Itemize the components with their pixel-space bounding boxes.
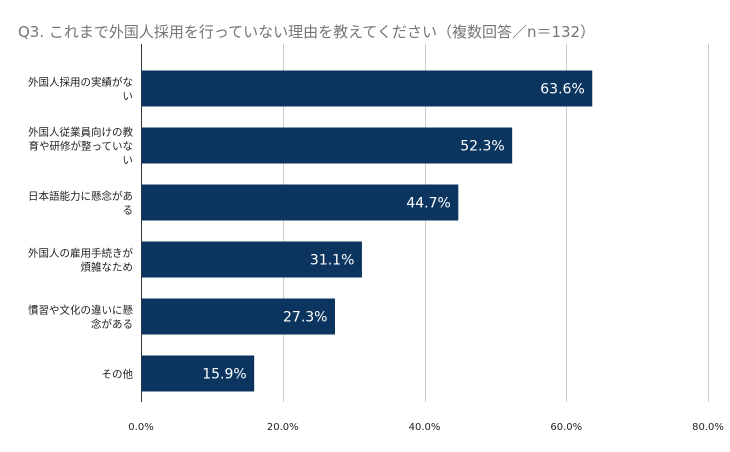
bar	[141, 184, 459, 221]
x-tick-label: 0.0%	[128, 422, 153, 433]
x-tick-label: 80.0%	[692, 422, 724, 433]
category-label-line: 念がある	[91, 318, 133, 331]
category-label-line: 外国人の雇用手続きが	[28, 247, 133, 260]
data-label: 31.1%	[310, 253, 354, 269]
x-tick-label: 40.0%	[409, 422, 441, 433]
data-label: 27.3%	[283, 310, 327, 326]
bar	[141, 70, 593, 107]
bar	[141, 355, 255, 392]
bar	[141, 241, 362, 278]
data-label: 44.7%	[406, 196, 450, 212]
category-label: 慣習や文化の違いに懸念がある	[28, 304, 133, 331]
x-tick-label: 60.0%	[550, 422, 582, 433]
data-label: 15.9%	[202, 367, 246, 383]
category-label-line: 煩雑なため	[81, 261, 134, 274]
bar	[141, 298, 335, 335]
category-label-line: その他	[102, 368, 134, 381]
x-tick-label: 20.0%	[267, 422, 299, 433]
bar	[141, 127, 513, 164]
category-label-line: る	[123, 205, 134, 217]
data-label: 63.6%	[540, 82, 584, 98]
category-label: 外国人従業員向けの教育や研修が整っていない	[28, 126, 133, 167]
category-label: 外国人採用の実績がない	[28, 76, 133, 103]
category-label-line: い	[123, 91, 134, 103]
category-label-line: い	[123, 155, 134, 167]
category-label: 外国人の雇用手続きが煩雑なため	[28, 247, 133, 274]
category-label-line: 外国人採用の実績がな	[28, 76, 133, 89]
chart-title: Q3. これまで外国人採用を行っていない理由を教えてください（複数回答／n＝13…	[18, 23, 596, 41]
category-label-line: 日本語能力に懸念があ	[28, 190, 133, 203]
category-label: その他	[102, 368, 134, 381]
category-label-line: 慣習や文化の違いに懸	[28, 304, 133, 317]
category-label-line: 育や研修が整っていな	[29, 140, 133, 153]
category-label-line: 外国人従業員向けの教	[28, 126, 133, 139]
category-label: 日本語能力に懸念がある	[28, 190, 133, 217]
data-label: 52.3%	[460, 139, 504, 155]
